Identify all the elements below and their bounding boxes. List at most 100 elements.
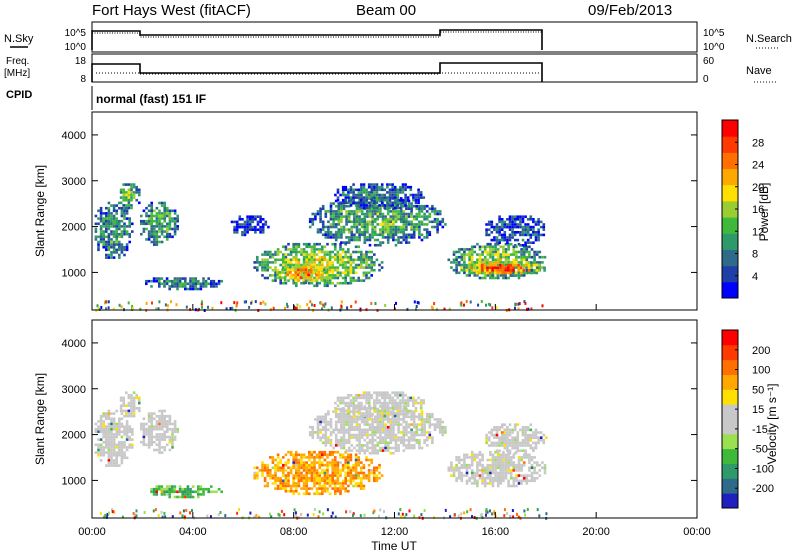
power-cell [534, 236, 538, 239]
power-cell [355, 210, 359, 213]
velocity-cell [349, 401, 353, 405]
power-cell [441, 225, 445, 229]
power-cell [323, 250, 327, 254]
xtick-label: 20:00 [582, 526, 610, 538]
power-cell [158, 225, 161, 228]
power-cell [371, 215, 374, 218]
velocity-cell [336, 461, 340, 464]
velocity-cell [105, 440, 108, 444]
velocity-cell [173, 420, 177, 423]
power-cell [355, 212, 359, 216]
velocity-cell [302, 476, 306, 480]
velocity-cell [373, 471, 376, 475]
velocity-cell [386, 444, 390, 447]
velocity-cell [102, 412, 105, 415]
power-cell [251, 220, 255, 224]
power-cell [150, 214, 153, 218]
power-cell [489, 255, 492, 259]
velocity-cell [406, 412, 410, 415]
power-colorbar-segment [722, 281, 738, 299]
power-cell [309, 268, 313, 272]
power-cell [519, 271, 523, 275]
power-cell [496, 263, 500, 267]
velocity-cell [269, 471, 272, 475]
power-cell [373, 263, 376, 267]
power-cell [388, 196, 392, 199]
velocity-cell [171, 435, 174, 439]
power-cell [147, 232, 151, 236]
power-cell [251, 225, 255, 229]
velocity-cell [524, 436, 527, 439]
power-cell [312, 271, 316, 274]
velocity-cell [321, 484, 324, 488]
velocity-scatter-region [119, 391, 141, 418]
velocity-cell [302, 482, 306, 485]
power-cell [102, 235, 105, 239]
velocity-cell [342, 446, 346, 450]
velocity-cell [337, 444, 341, 447]
power-cell [522, 258, 526, 262]
velocity-cell [329, 444, 333, 447]
power-cell [128, 240, 131, 244]
power-cell [305, 258, 308, 262]
power-cell [386, 225, 390, 229]
velocity-noise-cell [99, 511, 102, 515]
power-cell [145, 238, 148, 241]
velocity-cell [102, 446, 105, 449]
velocity-cell [326, 474, 329, 477]
power-cell [513, 220, 517, 224]
velocity-cell [168, 487, 171, 491]
power-cell [397, 217, 400, 221]
velocity-cell [538, 463, 542, 467]
power-cell [425, 215, 429, 218]
power-cell [349, 263, 353, 267]
velocity-cell [405, 428, 408, 432]
velocity-cell [297, 479, 301, 483]
power-cell [508, 215, 512, 218]
power-cell [362, 258, 366, 262]
power-cell [289, 276, 292, 279]
velocity-cell [336, 399, 340, 402]
power-cell [349, 281, 353, 285]
velocity-colorbar-segment [722, 404, 738, 420]
power-noise-cell [350, 305, 353, 308]
power-cell [248, 223, 252, 226]
velocity-cell [287, 450, 290, 454]
power-cell [496, 242, 500, 246]
power-cell [204, 285, 208, 288]
velocity-cell [110, 430, 113, 434]
velocity-noise-cell [330, 515, 333, 518]
velocity-cell [504, 476, 508, 480]
power-cell [307, 276, 310, 279]
velocity-cell [341, 463, 345, 467]
velocity-cell [360, 418, 364, 421]
power-cell [123, 214, 126, 218]
power-cell [122, 193, 125, 197]
velocity-cell [370, 414, 374, 418]
power-cell [368, 233, 372, 237]
power-cell [486, 245, 490, 249]
power-cell [319, 220, 322, 224]
power-cell [376, 223, 380, 226]
power-cell [127, 198, 131, 202]
velocity-noise-cell [373, 509, 376, 513]
velocity-cell [530, 466, 534, 470]
power-cell [94, 227, 98, 231]
power-cell [501, 266, 505, 270]
power-cell [370, 201, 374, 205]
velocity-noise-cell [105, 515, 108, 519]
power-cell [513, 215, 517, 218]
power-cell [128, 219, 131, 223]
power-cell [493, 263, 497, 267]
velocity-cell [123, 451, 126, 454]
power-cell [507, 276, 510, 280]
power-cell [358, 199, 361, 203]
power-cell [334, 284, 337, 288]
velocity-noise-cell [106, 513, 109, 517]
velocity-cell [539, 436, 543, 439]
power-cell [313, 263, 316, 267]
velocity-cell [339, 471, 342, 475]
power-cell [150, 225, 153, 228]
velocity-cell [360, 469, 363, 472]
velocity-cell [266, 469, 269, 472]
